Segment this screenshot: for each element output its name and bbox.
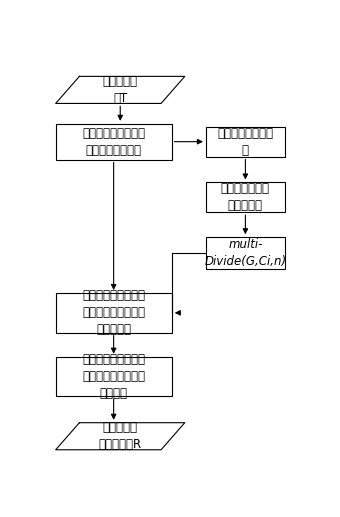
Bar: [206, 183, 285, 212]
Text: multi-
Divide(G,Ci,n): multi- Divide(G,Ci,n): [204, 238, 287, 268]
Text: 轨迹数据热
点区域集合R: 轨迹数据热 点区域集合R: [99, 421, 142, 451]
Text: 轨迹数据集
合T: 轨迹数据集 合T: [103, 75, 138, 105]
Polygon shape: [56, 423, 185, 450]
Bar: [56, 293, 172, 333]
Bar: [206, 127, 285, 157]
Polygon shape: [56, 77, 185, 103]
Text: 统计每个单元格
中点的个数: 统计每个单元格 中点的个数: [221, 183, 270, 212]
Bar: [56, 357, 172, 397]
Text: 样本空间划分单元
格: 样本空间划分单元 格: [217, 127, 273, 157]
Text: 多层次划分运动空间
，计算单元格密度: 多层次划分运动空间 ，计算单元格密度: [82, 127, 145, 157]
Bar: [206, 237, 285, 269]
Text: 根据区域轨迹支持数
以及停留时间筛选出
热点区域: 根据区域轨迹支持数 以及停留时间筛选出 热点区域: [82, 353, 145, 400]
Text: 对密度单元格在给定
阈值下扩张，计算候
选热点区域: 对密度单元格在给定 阈值下扩张，计算候 选热点区域: [82, 290, 145, 337]
Bar: [56, 124, 172, 160]
